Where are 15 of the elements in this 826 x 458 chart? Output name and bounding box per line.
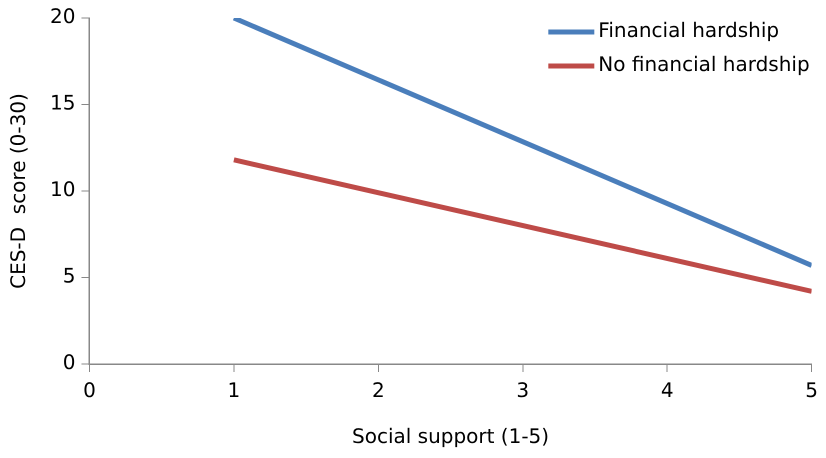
x-axis-title: Social support (1-5) xyxy=(352,424,550,448)
x-tick-label: 1 xyxy=(228,378,240,402)
x-tick-label: 0 xyxy=(83,378,96,402)
legend-label: No financial hardship xyxy=(598,52,810,76)
y-tick-label: 20 xyxy=(50,4,76,28)
y-tick-label: 15 xyxy=(50,90,76,115)
y-axis-title: CES-D score (0-30) xyxy=(6,93,30,289)
legend-label: Financial hardship xyxy=(598,18,780,42)
x-tick-label: 2 xyxy=(372,378,385,402)
y-tick-label: 10 xyxy=(50,177,76,202)
y-tick-label: 5 xyxy=(62,264,76,288)
x-tick-label: 4 xyxy=(660,378,674,402)
y-tick-label: 0 xyxy=(62,350,76,374)
x-tick-label: 3 xyxy=(516,378,530,402)
x-tick-label: 5 xyxy=(805,378,818,402)
